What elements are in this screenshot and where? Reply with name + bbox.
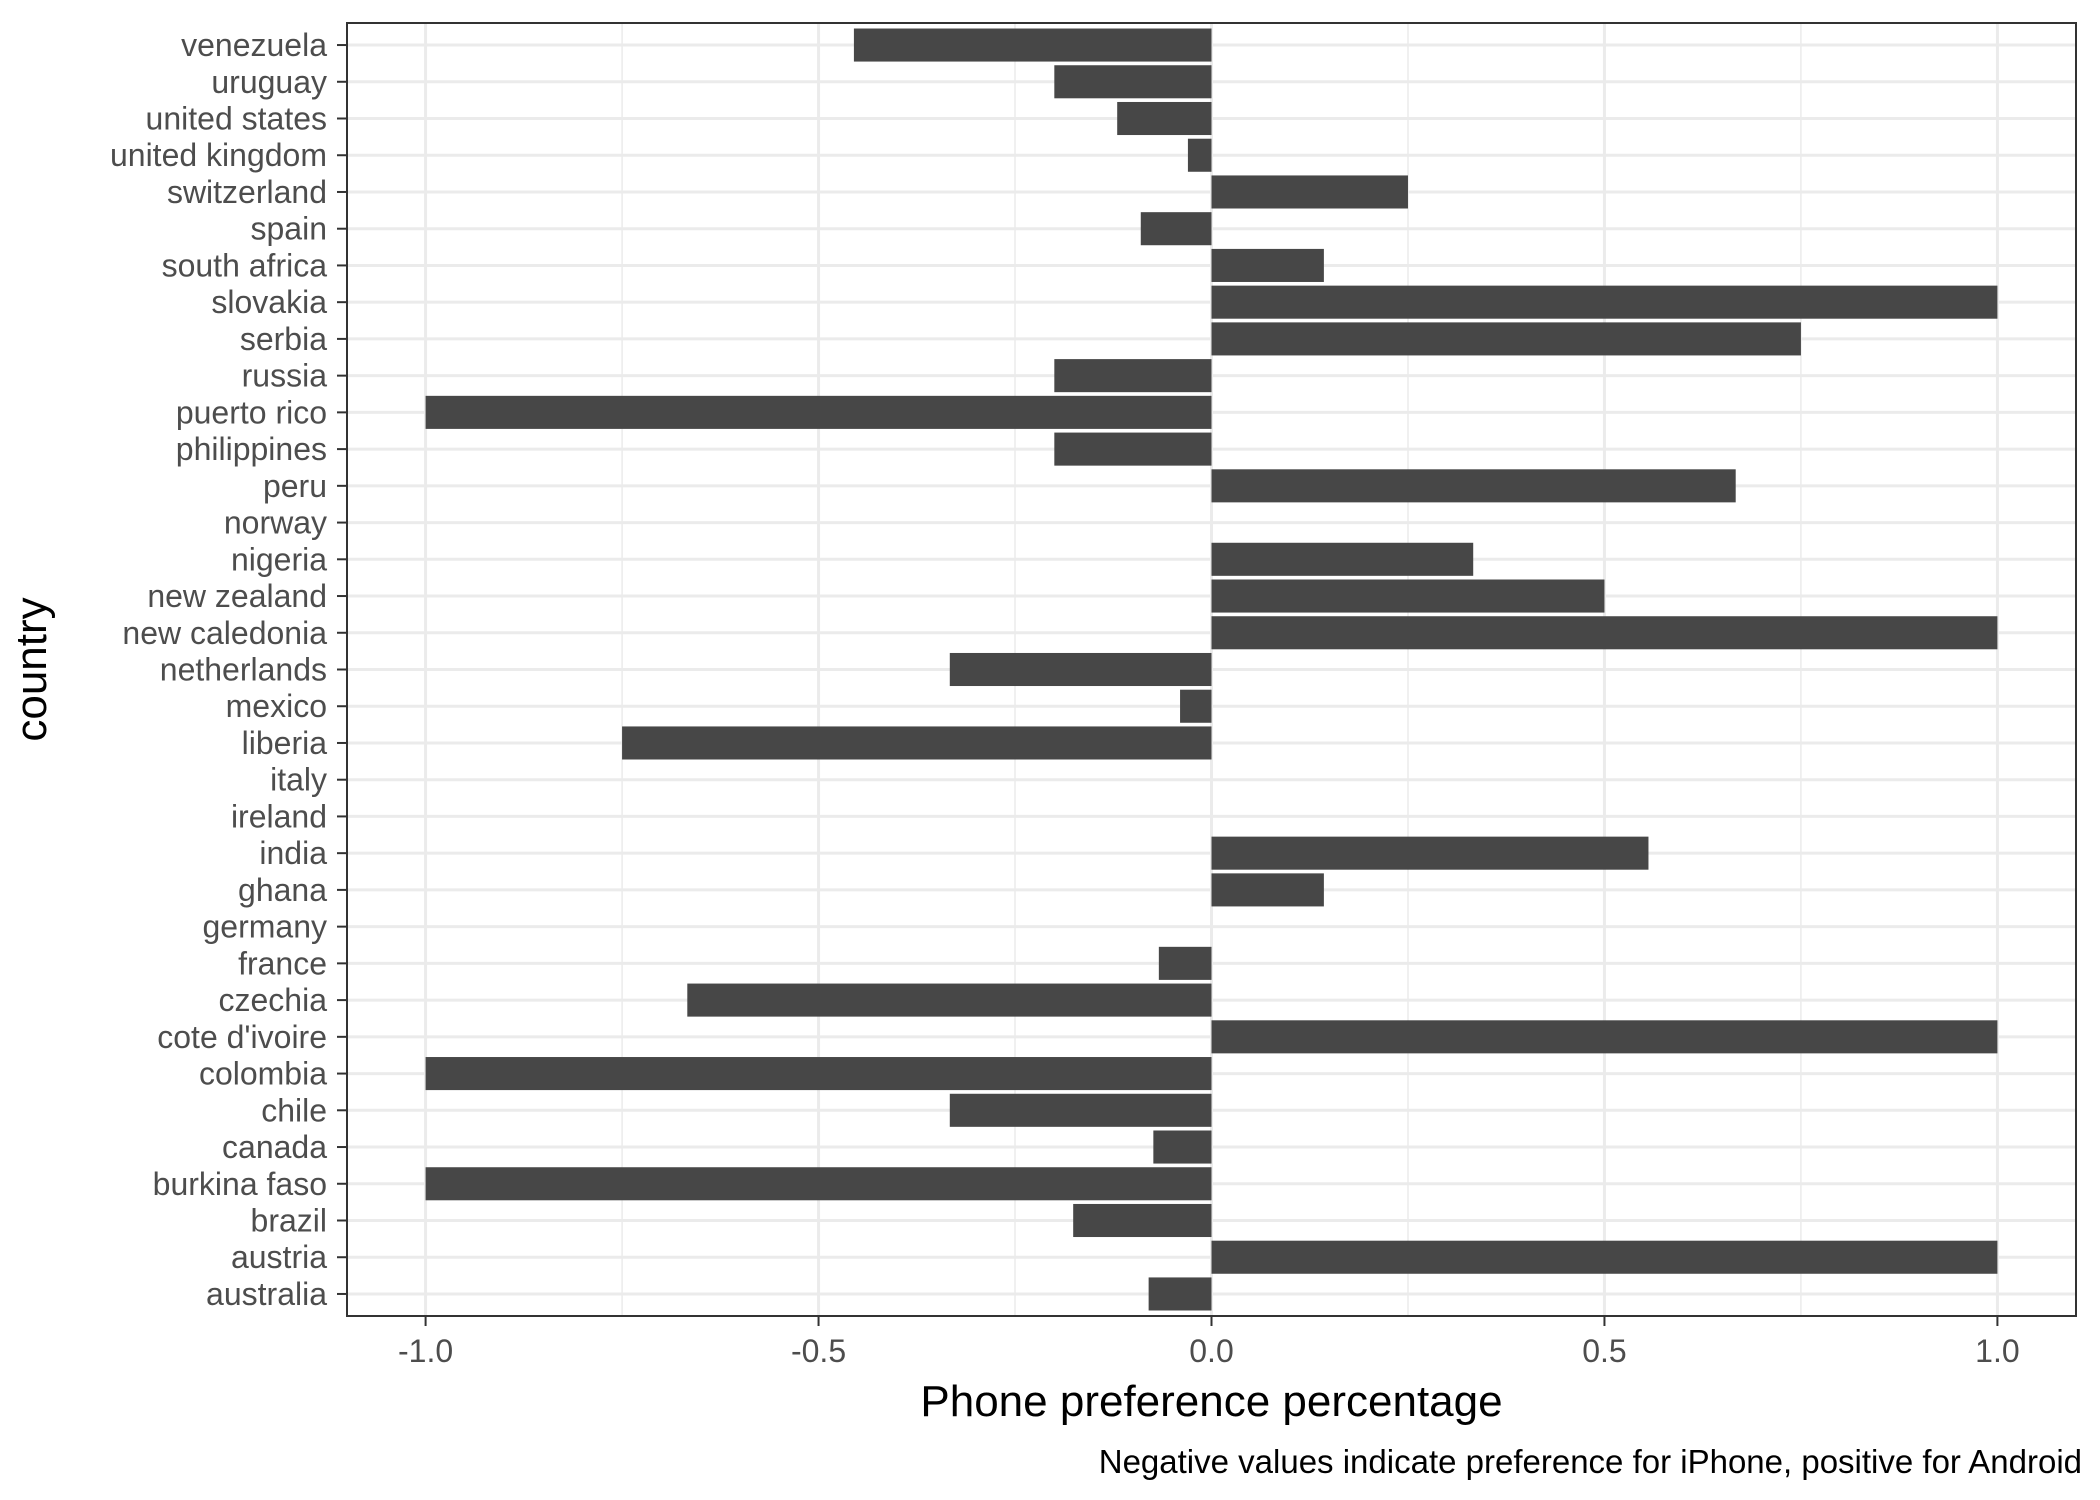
bar-cote-d-ivoire xyxy=(1211,1020,1998,1054)
y-tick-label: burkina faso xyxy=(153,1166,327,1202)
y-axis-title: country xyxy=(7,597,56,741)
y-tick-label: ireland xyxy=(231,798,327,834)
x-tick-label: -0.5 xyxy=(791,1333,846,1369)
chart-caption: Negative values indicate preference for … xyxy=(1099,1443,2082,1480)
y-tick-label: norway xyxy=(224,505,327,541)
y-tick-label: india xyxy=(259,835,327,871)
y-tick-label: netherlands xyxy=(160,652,327,688)
y-tick-label: czechia xyxy=(219,982,328,1018)
bar-united-kingdom xyxy=(1187,138,1212,172)
bar-india xyxy=(1211,836,1649,870)
y-tick-label: united kingdom xyxy=(110,137,327,173)
bar-venezuela xyxy=(853,28,1212,62)
bar-spain xyxy=(1140,212,1212,246)
y-tick-label: cote d'ivoire xyxy=(157,1019,327,1055)
y-tick-label: puerto rico xyxy=(176,394,327,430)
y-tick-label: philippines xyxy=(176,431,327,467)
y-tick-label: nigeria xyxy=(231,541,327,577)
bar-slovakia xyxy=(1211,285,1998,319)
bar-liberia xyxy=(622,726,1212,760)
bar-mexico xyxy=(1180,689,1212,723)
y-tick-label: austria xyxy=(231,1239,327,1275)
bar-united-states xyxy=(1117,101,1212,136)
bar-switzerland xyxy=(1211,175,1408,209)
y-tick-label: mexico xyxy=(226,688,327,724)
bar-chile xyxy=(949,1093,1212,1127)
bar-brazil xyxy=(1073,1203,1212,1238)
y-tick-label: uruguay xyxy=(211,64,327,100)
bar-ghana xyxy=(1211,873,1324,907)
bar-south-africa xyxy=(1211,248,1324,282)
y-tick-label: slovakia xyxy=(211,284,327,320)
bar-new-caledonia xyxy=(1211,616,1998,650)
y-tick-label: brazil xyxy=(251,1202,327,1238)
y-tick-label: canada xyxy=(222,1129,327,1165)
y-tick-label: france xyxy=(238,945,327,981)
x-axis-ticks: -1.0 -0.5 0.0 0.5 1.0 xyxy=(398,1316,2020,1369)
bar-czechia xyxy=(687,983,1212,1017)
y-tick-label: switzerland xyxy=(167,174,327,210)
bar-canada xyxy=(1153,1130,1212,1164)
bar-new-zealand xyxy=(1211,579,1605,613)
y-tick-label: russia xyxy=(242,358,328,394)
y-tick-label: australia xyxy=(206,1276,327,1312)
y-tick-label: venezuela xyxy=(181,27,327,63)
y-tick-label: italy xyxy=(270,762,327,798)
x-tick-label: 1.0 xyxy=(1975,1333,2019,1369)
y-tick-label: new caledonia xyxy=(122,615,327,651)
y-tick-label: united states xyxy=(146,101,327,137)
bar-colombia xyxy=(425,1057,1212,1091)
bar-burkina-faso xyxy=(425,1167,1212,1201)
bar-australia xyxy=(1148,1277,1212,1311)
x-tick-label: -1.0 xyxy=(398,1333,453,1369)
y-tick-label: liberia xyxy=(242,725,328,761)
bar-austria xyxy=(1211,1240,1998,1274)
y-tick-label: germany xyxy=(203,909,328,945)
y-tick-label: ghana xyxy=(238,872,327,908)
bar-netherlands xyxy=(949,652,1212,687)
bar-nigeria xyxy=(1211,542,1474,576)
bar-peru xyxy=(1211,469,1736,503)
y-tick-label: new zealand xyxy=(147,578,327,614)
x-axis-title: Phone preference percentage xyxy=(920,1377,1502,1426)
bar-serbia xyxy=(1211,322,1801,356)
y-tick-label: serbia xyxy=(240,321,327,357)
bars-group xyxy=(425,28,1998,1311)
bar-russia xyxy=(1054,359,1212,393)
y-tick-label: colombia xyxy=(199,1056,327,1092)
x-tick-label: 0.5 xyxy=(1582,1333,1626,1369)
y-tick-label: south africa xyxy=(162,247,328,283)
bar-uruguay xyxy=(1054,65,1212,99)
y-tick-label: spain xyxy=(251,211,328,247)
x-tick-label: 0.0 xyxy=(1189,1333,1233,1369)
bar-puerto-rico xyxy=(425,395,1212,429)
y-tick-label: chile xyxy=(261,1092,327,1128)
y-tick-label: peru xyxy=(263,468,327,504)
bar-france xyxy=(1158,946,1212,980)
bar-philippines xyxy=(1054,432,1212,466)
